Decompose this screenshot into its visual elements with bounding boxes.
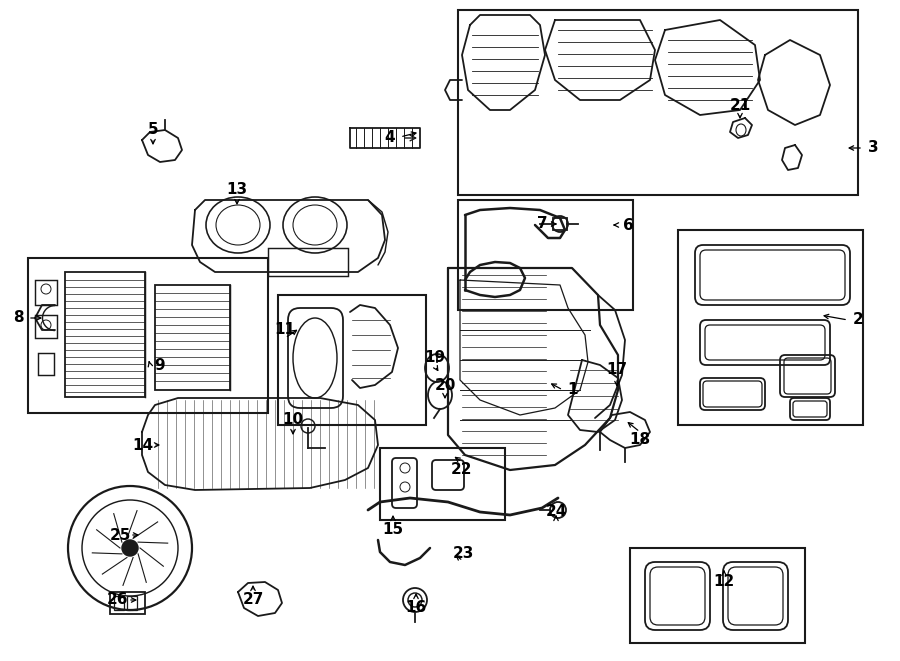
Bar	[114, 596, 124, 610]
Text: 27: 27	[242, 592, 264, 607]
Bar	[35, 315, 57, 338]
Text: 26: 26	[107, 592, 129, 607]
Text: 4: 4	[384, 130, 395, 145]
Text: 14: 14	[132, 438, 154, 453]
Text: 20: 20	[435, 377, 455, 393]
Text: 12: 12	[714, 574, 734, 590]
Bar	[278, 295, 426, 425]
Text: 15: 15	[382, 522, 403, 537]
Text: 2: 2	[852, 313, 863, 327]
Bar	[35, 280, 57, 305]
Text: 21: 21	[729, 98, 751, 112]
Text: 9: 9	[155, 358, 166, 373]
Text: 6: 6	[623, 217, 634, 233]
Bar	[630, 548, 805, 643]
Bar	[28, 258, 268, 413]
Text: 13: 13	[227, 182, 248, 198]
Text: 24: 24	[545, 504, 567, 520]
Bar	[678, 230, 863, 425]
Text: 7: 7	[536, 217, 547, 231]
Text: 1: 1	[568, 383, 578, 397]
Bar	[458, 10, 858, 195]
Text: 11: 11	[274, 323, 295, 338]
Text: 17: 17	[607, 362, 627, 377]
Bar	[155, 285, 230, 390]
Bar	[38, 353, 54, 375]
Text: 18: 18	[629, 432, 651, 447]
Bar	[127, 596, 137, 610]
Text: 22: 22	[451, 463, 472, 477]
Bar	[458, 200, 633, 310]
Text: 3: 3	[868, 141, 878, 155]
Text: 8: 8	[13, 311, 23, 325]
Text: 23: 23	[453, 545, 473, 561]
Ellipse shape	[122, 540, 138, 556]
Text: 5: 5	[148, 122, 158, 137]
Text: 19: 19	[425, 350, 446, 366]
Bar	[110, 592, 145, 614]
Text: 10: 10	[283, 412, 303, 428]
Text: 16: 16	[405, 600, 427, 615]
Bar	[65, 272, 145, 397]
Text: 25: 25	[109, 527, 130, 543]
Bar	[268, 248, 348, 276]
Bar	[380, 448, 505, 520]
Bar	[553, 218, 567, 230]
